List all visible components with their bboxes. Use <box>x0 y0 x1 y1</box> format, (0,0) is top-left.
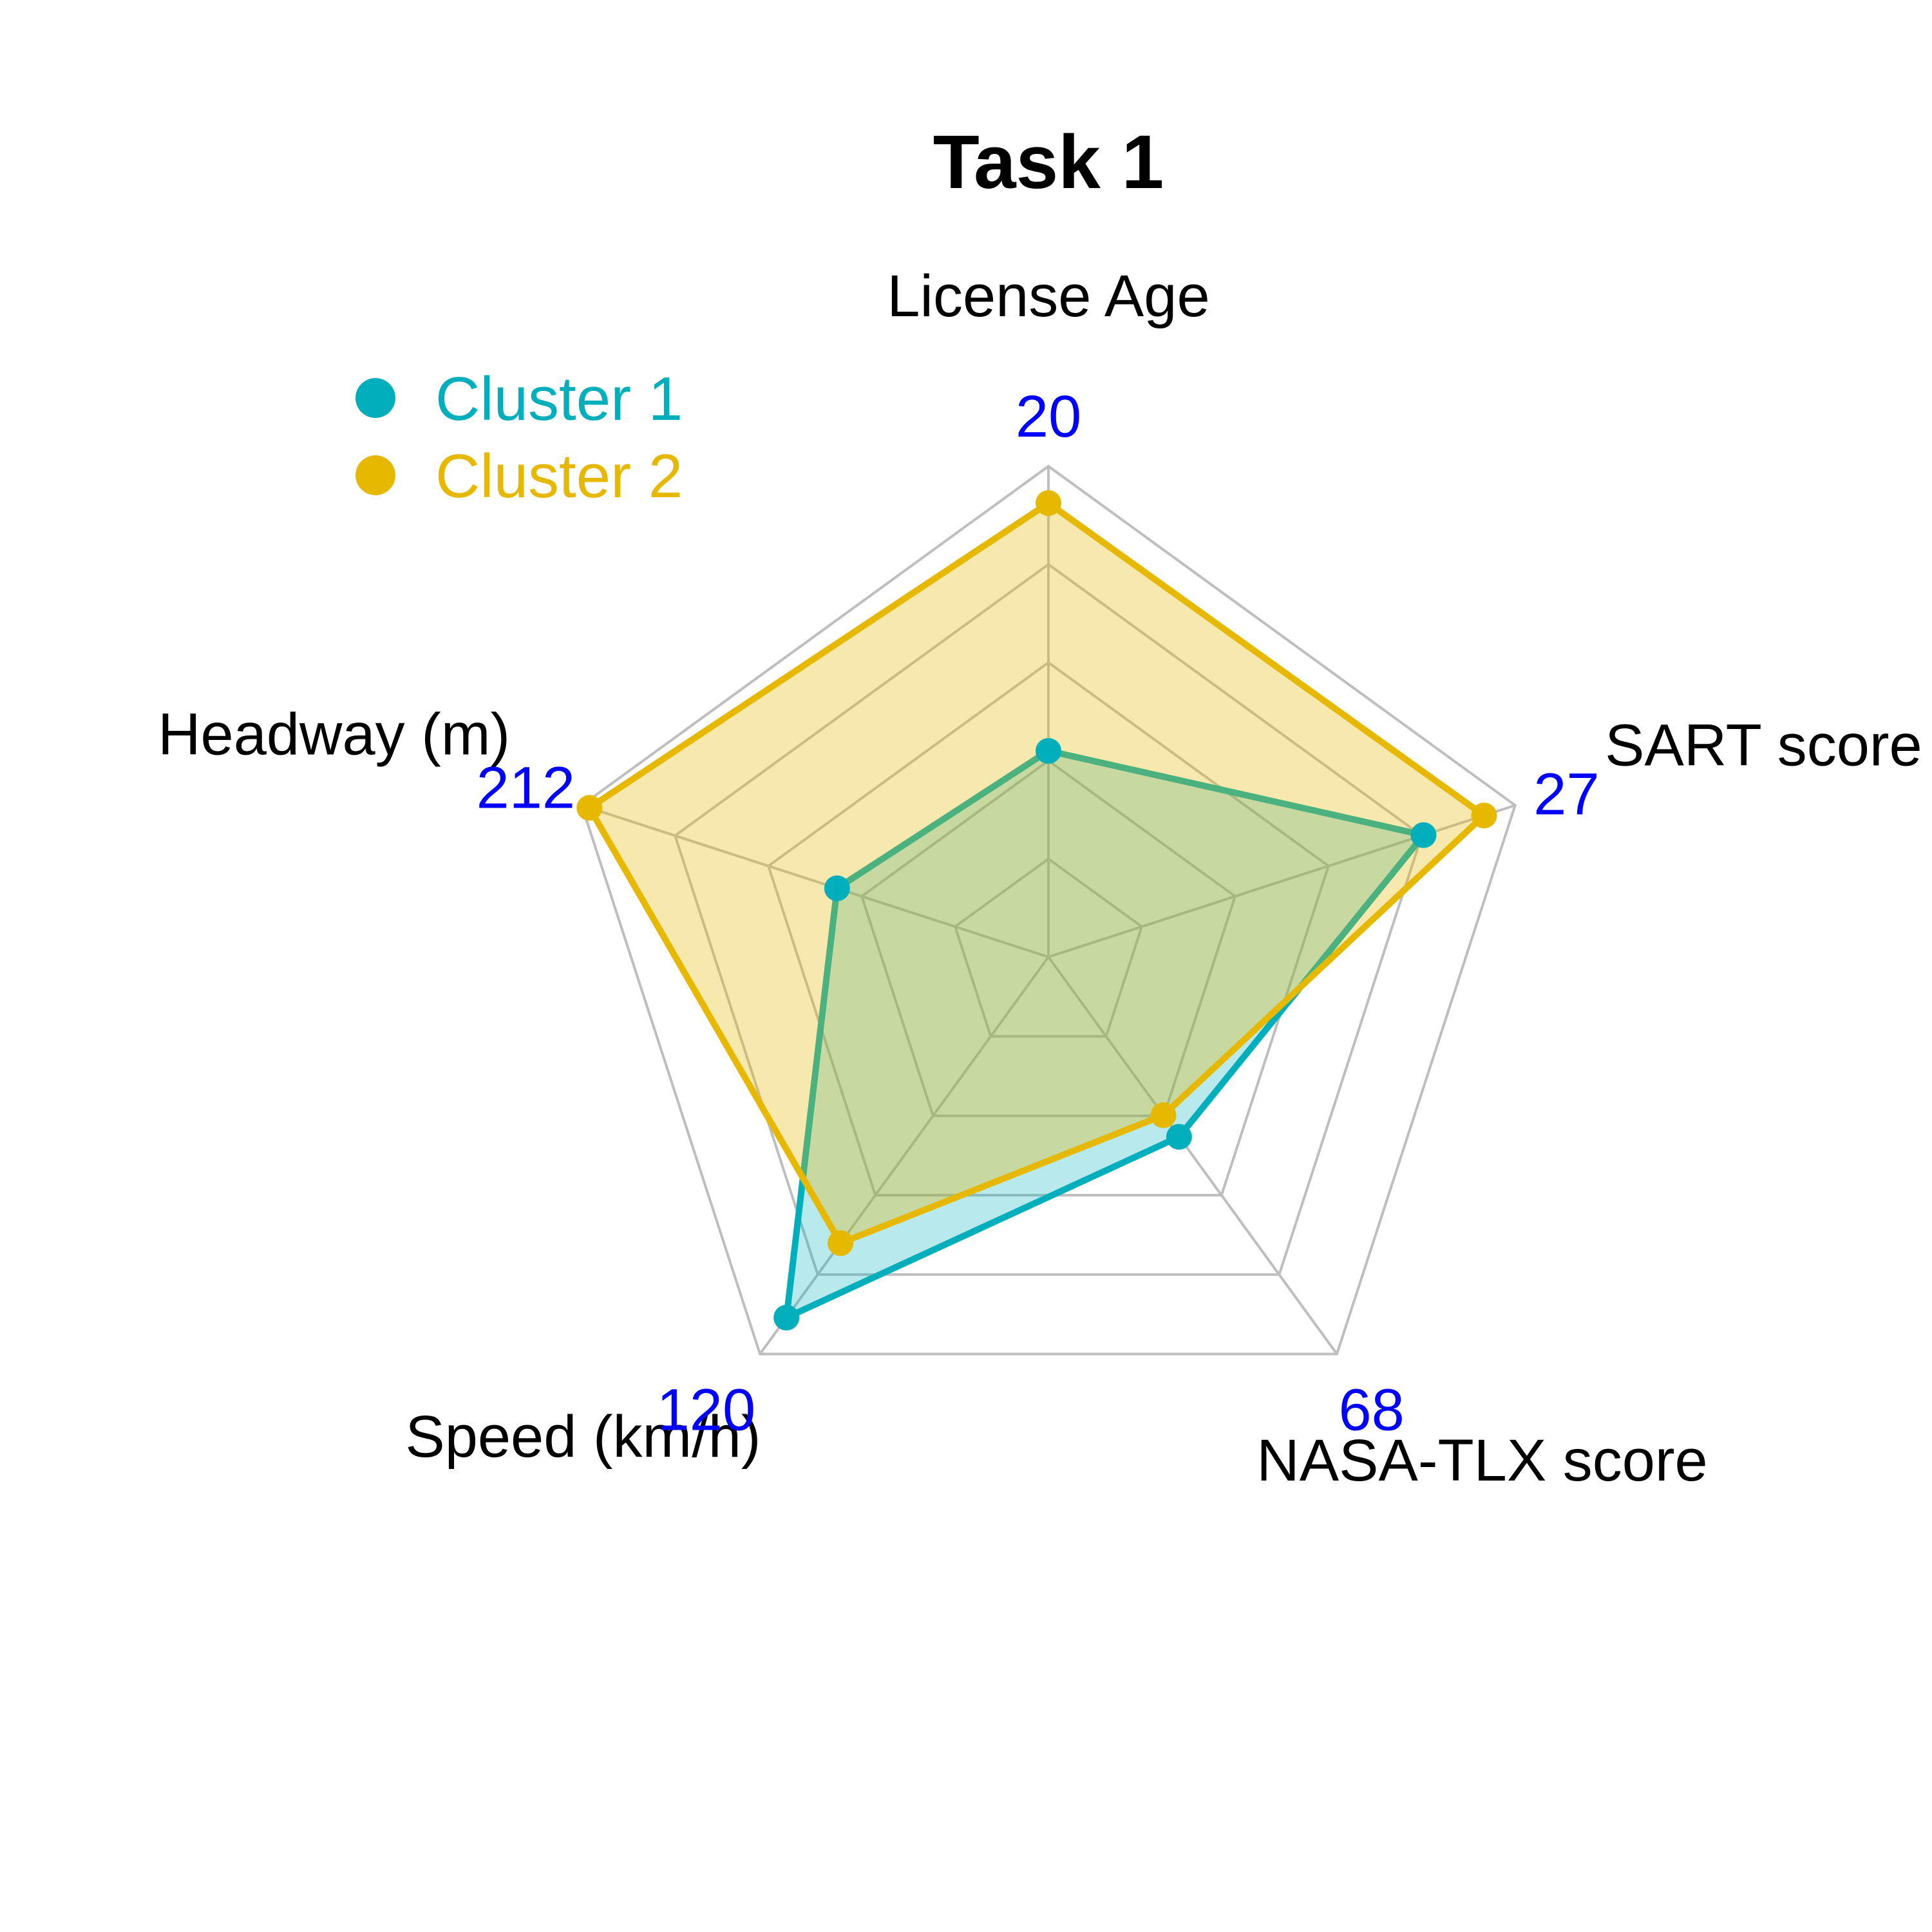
grid-spoke-3 <box>759 956 1050 1355</box>
chart-title: Task 1 <box>933 120 1164 205</box>
series-2-point-1 <box>1471 802 1497 829</box>
series-2-point-4 <box>576 795 603 821</box>
axis-max-label-3: 120 <box>657 1377 756 1443</box>
axis-max-label-2: 68 <box>1338 1377 1404 1443</box>
axis-max-label-1: 27 <box>1533 762 1599 828</box>
grid-ring-1 <box>953 857 1144 1038</box>
series-1-point-0 <box>1036 737 1061 764</box>
grid-ring-5 <box>580 464 1517 1356</box>
grid-ring-4 <box>673 562 1424 1276</box>
axis-label-0: License Age <box>887 263 1209 329</box>
axis-label-1: SART score <box>1605 713 1922 779</box>
legend-marker-2 <box>355 455 395 495</box>
series-1-point-2 <box>1166 1124 1192 1150</box>
legend-label-2: Cluster 2 <box>435 442 683 511</box>
radar-grid <box>580 464 1517 1356</box>
axis-label-4: Headway (m) <box>158 702 510 768</box>
series-1-point-1 <box>1410 822 1437 848</box>
series-layer <box>576 490 1497 1331</box>
grid-spoke-1 <box>1048 804 1516 958</box>
series-area-2 <box>586 500 1488 1247</box>
axis-label-3: Speed (km/h) <box>405 1404 761 1470</box>
series-area-1 <box>783 747 1427 1321</box>
axis-max-label-4: 212 <box>477 755 576 820</box>
series-1-point-3 <box>773 1304 800 1331</box>
legend: Cluster 1 Cluster 2 <box>355 365 683 511</box>
series-2-point-0 <box>1036 490 1061 516</box>
legend-marker-1 <box>355 378 395 418</box>
axis-max-label-0: 20 <box>1016 384 1081 450</box>
grid-spoke-4 <box>581 804 1049 958</box>
axis-label-2: NASA-TLX score <box>1256 1428 1707 1493</box>
grid-spoke-2 <box>1047 956 1338 1355</box>
grid-ring-2 <box>860 759 1237 1117</box>
series-1-point-4 <box>824 875 850 902</box>
legend-label-1: Cluster 1 <box>435 365 683 433</box>
series-2-point-2 <box>1150 1102 1177 1128</box>
series-2-point-3 <box>828 1230 854 1256</box>
